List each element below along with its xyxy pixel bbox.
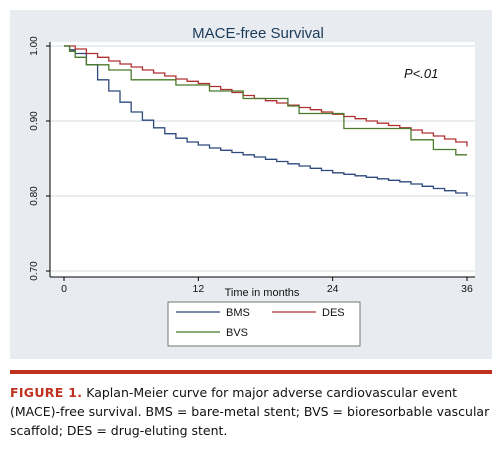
series-line-bms xyxy=(64,45,468,196)
y-tick-label: 1.00 xyxy=(29,36,40,56)
x-tick-label: 0 xyxy=(61,283,67,295)
y-tick-label: 0.80 xyxy=(29,186,40,206)
y-tick-label: 0.90 xyxy=(29,111,40,131)
x-tick-label: 12 xyxy=(192,283,204,295)
caption-text: Kaplan-Meier curve for major adverse car… xyxy=(10,385,490,438)
x-tick-label: 36 xyxy=(461,283,473,295)
legend-label-des: DES xyxy=(322,307,345,319)
caption-label: FIGURE 1. xyxy=(10,385,83,400)
series-line-des xyxy=(64,45,468,147)
plot-area xyxy=(50,42,475,277)
figure-panel: MACE-free Survival 0.70 0.80 0.90 1.00 0 12 24… xyxy=(10,10,492,359)
legend-label-bms: BMS xyxy=(226,307,250,319)
legend-box xyxy=(167,301,361,347)
chart-title: MACE-free Survival xyxy=(192,25,324,42)
x-axis-label: Time in months xyxy=(225,287,300,299)
km-chart: MACE-free Survival 0.70 0.80 0.90 1.00 0 12 24… xyxy=(29,25,475,347)
series-line-bvs xyxy=(64,45,467,156)
x-tick-label: 24 xyxy=(327,283,339,295)
y-tick-label: 0.70 xyxy=(29,261,40,281)
legend-label-bvs: BVS xyxy=(226,327,248,339)
p-value-annotation: P<.01 xyxy=(404,66,438,81)
figure-caption: FIGURE 1. Kaplan-Meier curve for major a… xyxy=(10,383,492,440)
caption-rule xyxy=(10,370,492,374)
legend: BMS DES BVS xyxy=(167,301,361,347)
